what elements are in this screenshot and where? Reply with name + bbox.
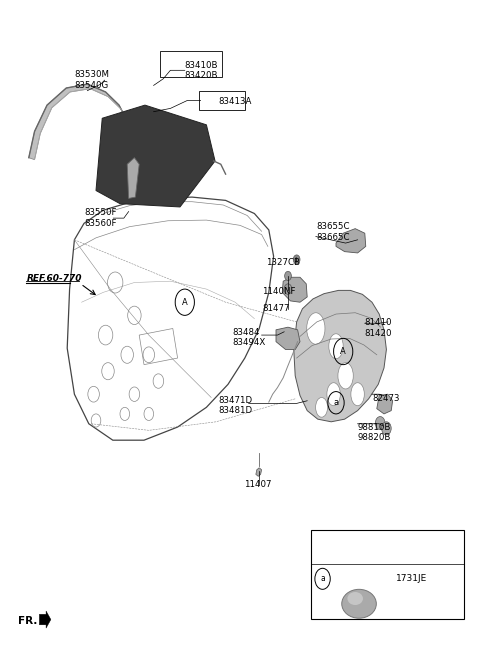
Text: 98810B
98820B: 98810B 98820B [358,422,391,442]
Text: 81477: 81477 [262,304,289,313]
Polygon shape [256,468,262,476]
Ellipse shape [348,592,363,605]
Polygon shape [377,394,393,414]
Text: 83410B
83420B: 83410B 83420B [185,60,218,80]
Text: A: A [182,298,188,307]
Text: 83413A: 83413A [218,97,252,106]
Text: 83471D
83481D: 83471D 83481D [218,396,252,415]
Ellipse shape [329,334,343,359]
Text: 1140NF: 1140NF [262,286,296,296]
Text: 11407: 11407 [244,480,271,489]
Polygon shape [39,611,51,628]
Ellipse shape [316,397,327,417]
Text: 82473: 82473 [372,394,399,403]
Text: a: a [334,398,338,407]
Ellipse shape [327,382,340,405]
Text: 83550F
83560F: 83550F 83560F [84,208,117,228]
Polygon shape [96,105,215,207]
Circle shape [284,284,292,294]
Text: 81410
81420: 81410 81420 [365,318,392,338]
Polygon shape [276,327,300,350]
Polygon shape [294,290,386,422]
Text: 83530M
83540G: 83530M 83540G [74,70,109,90]
Text: REF.60-770: REF.60-770 [26,274,82,283]
Text: 1327CB: 1327CB [266,258,300,267]
Text: a: a [320,574,325,583]
Polygon shape [282,277,307,302]
Polygon shape [29,84,132,160]
Ellipse shape [338,363,353,389]
Polygon shape [127,158,139,198]
Text: 1731JE: 1731JE [396,574,427,583]
Text: FR.: FR. [18,616,37,626]
Ellipse shape [307,313,325,344]
Circle shape [285,271,291,281]
Circle shape [382,422,391,435]
Circle shape [375,417,385,430]
Ellipse shape [342,589,376,618]
Polygon shape [336,229,366,253]
Circle shape [293,255,300,264]
Text: 83484
83494X: 83484 83494X [233,328,266,348]
Text: 83655C
83665C: 83655C 83665C [317,222,350,242]
Text: A: A [340,347,346,356]
Ellipse shape [351,382,364,405]
